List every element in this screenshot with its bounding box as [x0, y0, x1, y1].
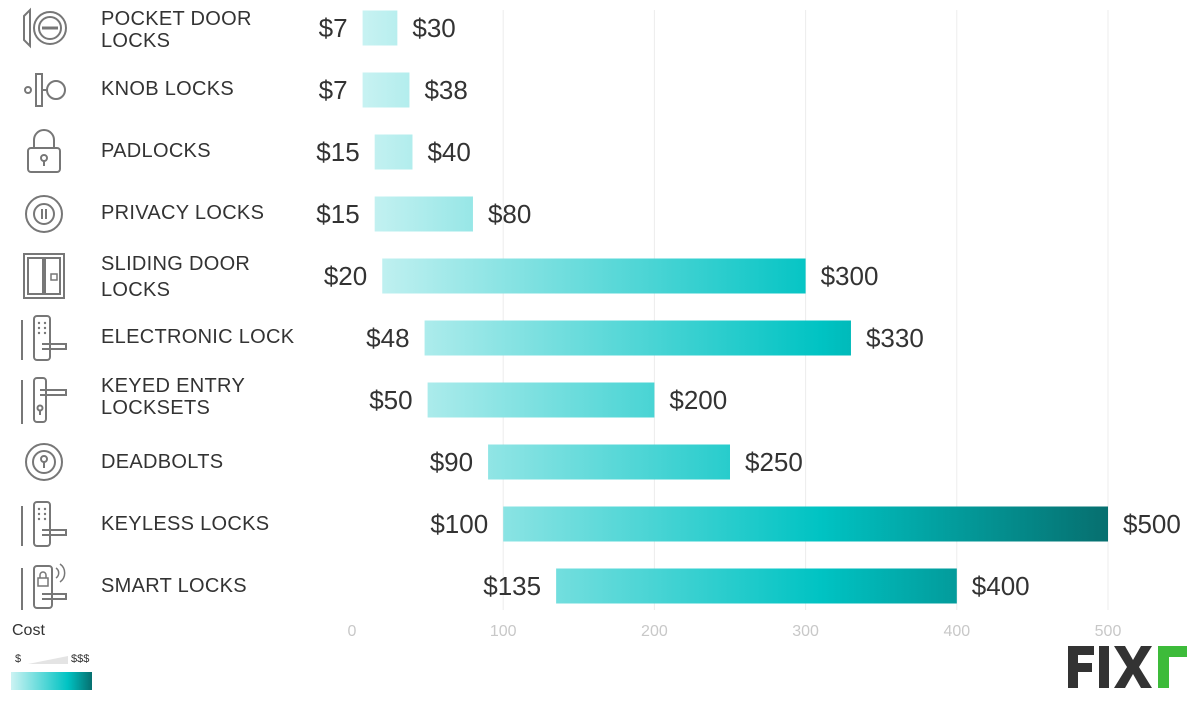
low-value-label: $7 [319, 13, 348, 43]
legend-gradient-bar [11, 672, 92, 690]
x-tick-label: 500 [1095, 623, 1122, 640]
x-tick-label: 300 [792, 623, 819, 640]
low-value-label: $50 [369, 385, 412, 415]
low-value-label: $48 [366, 323, 409, 353]
range-bar [503, 506, 1108, 542]
row-label-electronic: ELECTRONIC LOCK [101, 326, 295, 348]
smart-lock-icon [21, 563, 67, 610]
keyed-entry-lockset-icon [21, 377, 67, 424]
low-value-label: $15 [316, 199, 359, 229]
range-bar [362, 10, 398, 46]
low-value-label: $7 [319, 75, 348, 105]
range-bar [488, 444, 730, 480]
legend-title: Cost [12, 622, 45, 639]
row-label-pocket-door: POCKET DOOR LOCKS [101, 8, 252, 52]
row-label-smart: SMART LOCKS [101, 575, 247, 597]
sliding-door-lock-icon [23, 253, 65, 299]
x-tick-label: 100 [490, 623, 517, 640]
low-value-label: $100 [430, 509, 488, 539]
fixr-logo [1068, 646, 1187, 688]
privacy-lock-icon [25, 195, 63, 233]
high-value-label: $330 [866, 323, 924, 353]
legend-low-label: $ [15, 653, 22, 665]
range-bar [556, 568, 957, 604]
range-bar [374, 134, 413, 170]
low-value-label: $15 [316, 137, 359, 167]
high-value-label: $200 [669, 385, 727, 415]
range-bar [362, 72, 410, 108]
keyless-lock-icon [21, 501, 67, 547]
legend-high-label: $$$ [71, 653, 90, 665]
knob-lock-icon [24, 73, 66, 107]
high-value-label: $300 [821, 261, 879, 291]
high-value-label: $80 [488, 199, 531, 229]
row-label-privacy: PRIVACY LOCKS [101, 202, 265, 224]
range-bar [374, 196, 473, 232]
high-value-label: $40 [427, 137, 470, 167]
row-label-keyed-entry: KEYED ENTRY LOCKSETS [101, 375, 245, 419]
padlock-icon [27, 129, 61, 173]
legend-wedge-icon [28, 656, 68, 664]
electronic-lock-icon [21, 315, 67, 361]
x-tick-label: 400 [943, 623, 970, 640]
x-tick-label: 0 [348, 623, 357, 640]
row-label-knob: KNOB LOCKS [101, 78, 235, 100]
high-value-label: $400 [972, 571, 1030, 601]
high-value-label: $38 [424, 75, 467, 105]
row-label-padlocks: PADLOCKS [101, 140, 211, 162]
x-tick-label: 200 [641, 623, 668, 640]
row-label-sliding-door: SLIDING DOOR LOCKS [101, 253, 251, 301]
range-bar [424, 320, 851, 356]
high-value-label: $500 [1123, 509, 1181, 539]
pocket-door-lock-icon [23, 7, 67, 49]
low-value-label: $135 [483, 571, 541, 601]
high-value-label: $250 [745, 447, 803, 477]
low-value-label: $90 [430, 447, 473, 477]
range-bar [427, 382, 655, 418]
high-value-label: $30 [412, 13, 455, 43]
deadbolt-icon [25, 443, 63, 481]
low-value-label: $20 [324, 261, 367, 291]
row-label-keyless: KEYLESS LOCKS [101, 513, 270, 535]
row-label-deadbolts: DEADBOLTS [101, 451, 224, 473]
range-bar [382, 258, 806, 294]
